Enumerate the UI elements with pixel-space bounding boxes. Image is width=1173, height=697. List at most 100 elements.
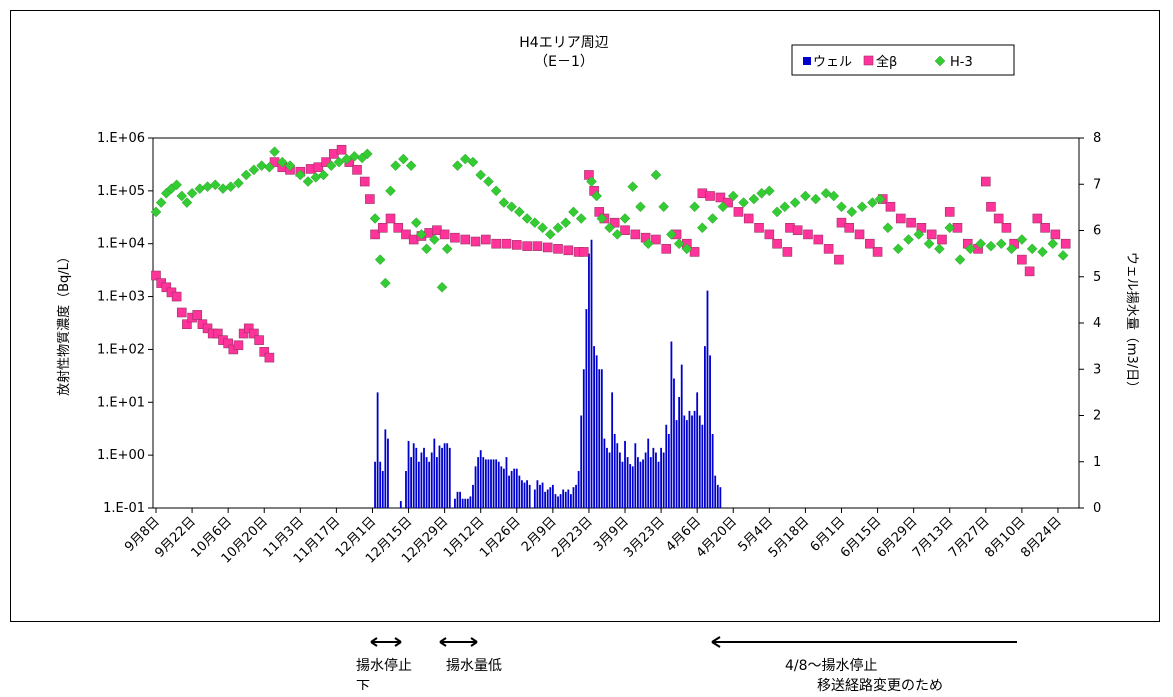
- h3-point: [428, 234, 440, 245]
- well-bar: [379, 461, 382, 508]
- h3-point: [913, 229, 925, 240]
- well-bar: [639, 461, 642, 508]
- h3-point: [405, 160, 417, 171]
- h3-point: [514, 206, 525, 218]
- beta-point: [223, 338, 233, 349]
- h3-point: [1006, 243, 1017, 255]
- well-bar: [484, 459, 487, 508]
- h3-point: [385, 185, 396, 197]
- well-bar: [624, 440, 626, 508]
- well-bar: [500, 466, 503, 508]
- beta-point: [906, 217, 916, 228]
- well-bar: [580, 415, 583, 508]
- well-bar: [502, 468, 505, 508]
- well-bar: [466, 498, 469, 508]
- y-right-tick-label: 1: [1093, 455, 1101, 470]
- y-right-tick-label: 8: [1093, 131, 1101, 146]
- beta-point: [1024, 266, 1035, 277]
- beta-point: [259, 347, 270, 357]
- beta-point: [563, 245, 574, 256]
- h3-point: [233, 177, 244, 189]
- beta-point: [715, 192, 726, 203]
- h3-point: [748, 193, 760, 205]
- beta-point: [578, 247, 589, 257]
- well-bar: [533, 489, 536, 508]
- beta-point: [1040, 223, 1050, 233]
- beta-point: [1032, 213, 1043, 224]
- h3-point: [264, 161, 275, 173]
- well-bar: [570, 494, 572, 508]
- beta-point: [553, 244, 563, 254]
- well-bar: [497, 461, 500, 508]
- y-right-tick-label: 2: [1093, 409, 1101, 424]
- beta-point: [630, 229, 641, 240]
- well-bar: [618, 452, 621, 508]
- series-h3-points: [150, 146, 1069, 293]
- beta-point: [754, 223, 764, 233]
- h3-point: [302, 176, 314, 187]
- well-bar: [399, 501, 402, 508]
- well-bar: [660, 447, 662, 508]
- beta-point: [522, 241, 532, 251]
- h3-point: [176, 190, 188, 202]
- h3-point: [771, 206, 783, 218]
- h3-point: [459, 153, 471, 165]
- well-bar: [374, 461, 376, 508]
- beta-point: [359, 176, 370, 187]
- well-bar: [585, 309, 588, 508]
- well-bar: [417, 461, 420, 508]
- h3-point: [529, 217, 541, 229]
- beta-point: [213, 328, 223, 339]
- h3-point: [361, 148, 373, 160]
- well-bar: [410, 457, 413, 508]
- well-bar: [479, 450, 482, 508]
- beta-point: [651, 234, 661, 245]
- beta-point: [491, 238, 501, 249]
- h3-point: [294, 169, 306, 181]
- well-bar: [693, 410, 696, 508]
- well-bar: [490, 459, 492, 508]
- well-bar: [528, 484, 531, 508]
- beta-point: [772, 238, 782, 249]
- beta-point: [844, 223, 855, 233]
- h3-point: [186, 187, 198, 199]
- h3-point: [619, 213, 631, 224]
- h3-point: [276, 156, 288, 168]
- well-bar: [425, 457, 428, 508]
- well-bar: [606, 447, 608, 508]
- h3-point: [856, 201, 868, 213]
- beta-point: [365, 194, 375, 204]
- well-bar: [626, 457, 629, 508]
- h3-point: [944, 222, 956, 234]
- well-bar: [634, 443, 637, 508]
- well-bar: [564, 491, 567, 508]
- well-bar: [595, 355, 598, 508]
- beta-point: [243, 323, 254, 334]
- h3-point: [689, 201, 700, 213]
- y-right-tick-label: 3: [1093, 362, 1101, 377]
- annotation-since: 4/8～揚水停止: [785, 658, 878, 674]
- h3-point: [552, 222, 564, 234]
- well-bar: [487, 459, 490, 508]
- beta-point: [161, 282, 172, 293]
- h3-point: [995, 238, 1007, 250]
- x-axis: 9月8日9月22日10月6日10月20日11月3日11月17日12月1日12月1…: [122, 508, 1065, 567]
- well-bar: [477, 457, 480, 508]
- h3-point: [521, 213, 533, 224]
- h3-point: [954, 254, 966, 265]
- well-bar: [649, 457, 652, 508]
- h3-point: [544, 229, 556, 240]
- well-bar: [454, 498, 456, 508]
- h3-point: [717, 201, 729, 213]
- well-bar: [482, 457, 485, 508]
- h3-point: [506, 201, 517, 213]
- well-bar: [510, 471, 513, 508]
- well-bar: [551, 484, 554, 508]
- well-bar: [582, 369, 585, 508]
- x-tick-label: 2月23日: [549, 514, 596, 561]
- h3-point: [1016, 234, 1028, 245]
- plot-area: [152, 137, 1080, 509]
- h3-point: [475, 169, 487, 181]
- well-bar: [670, 341, 673, 508]
- well-bar: [446, 443, 449, 508]
